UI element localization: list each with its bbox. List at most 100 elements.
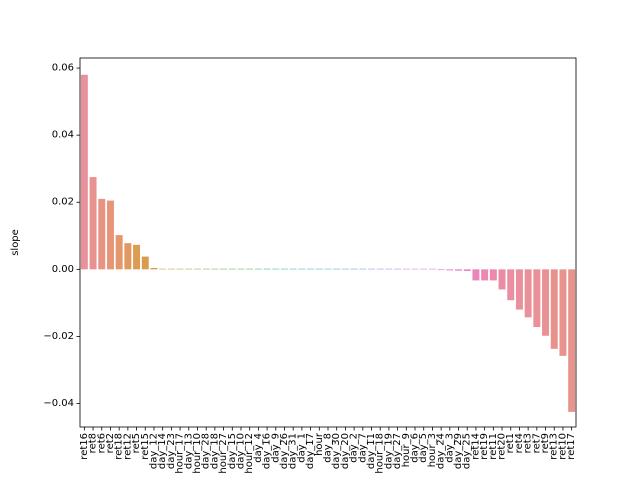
- x-tick-label: day_3: [444, 433, 455, 463]
- x-tick-label: ret19: [479, 433, 490, 460]
- bar-day_25: [463, 269, 471, 272]
- x-tick-label: hour_17: [175, 433, 186, 474]
- x-tick-label: hour_10: [192, 433, 203, 474]
- bar-day_9: [272, 268, 280, 270]
- bar-day_12: [150, 267, 158, 270]
- x-tick-label: day_28: [201, 433, 212, 469]
- bar-day_20: [341, 268, 349, 270]
- x-tick-label: day_13: [183, 433, 194, 469]
- bar-day_29: [455, 269, 463, 271]
- x-tick-label: day_1: [296, 433, 307, 463]
- x-tick-label: day_24: [436, 433, 447, 469]
- bar-day_24: [437, 269, 445, 271]
- bar-hour_10: [193, 268, 201, 270]
- bar-hour: [315, 268, 323, 270]
- bar-hour_18: [376, 268, 384, 270]
- y-axis: −0.04 −0.02 0.00 0.02 0.04 0.06: [43, 63, 80, 409]
- bar-ret5: [133, 244, 141, 270]
- bar-day_14: [159, 268, 167, 270]
- bar-ret16: [80, 74, 88, 270]
- x-tick-label: ret18: [114, 433, 125, 460]
- x-tick-label: ret12: [122, 433, 133, 460]
- bar-ret18: [115, 235, 123, 270]
- x-tick-label: ret2: [105, 433, 116, 453]
- x-tick-label: hour_9: [401, 433, 412, 467]
- y-tick-label: 0.06: [52, 63, 74, 74]
- x-tick-label: day_25: [462, 433, 473, 469]
- bar-day_3: [446, 269, 454, 271]
- x-tick-label: ret15: [140, 433, 151, 460]
- x-tick-label: day_31: [288, 433, 299, 469]
- bar-ret7: [533, 269, 541, 328]
- bars-group: [80, 74, 576, 412]
- bar-day_15: [228, 268, 236, 270]
- x-tick-label: hour_18: [375, 433, 386, 474]
- bar-day_19: [385, 268, 393, 270]
- plot-frame: [79, 57, 577, 428]
- bar-day_8: [324, 268, 332, 270]
- x-tick-label: day_30: [331, 433, 342, 469]
- x-tick-label: ret1: [505, 433, 516, 453]
- y-tick-label: −0.04: [43, 398, 74, 409]
- bar-ret6: [98, 198, 106, 270]
- bar-ret12: [124, 243, 132, 270]
- bar-day_11: [368, 268, 375, 270]
- x-tick-label: day_14: [157, 433, 168, 469]
- bar-ret4: [515, 269, 523, 310]
- bar-day_1: [298, 268, 306, 270]
- bar-ret19: [481, 269, 489, 281]
- x-tick-label: ret4: [514, 433, 525, 453]
- bar-day_27: [394, 268, 402, 270]
- y-axis-label: slope: [10, 229, 21, 256]
- x-tick-label: hour_27: [218, 433, 229, 474]
- bar-day_18: [211, 268, 219, 270]
- bar-day_5: [420, 268, 428, 270]
- bar-ret13: [550, 269, 558, 349]
- x-tick-label: ret7: [531, 433, 542, 453]
- x-tick-label: day_29: [453, 433, 464, 469]
- bar-ret11: [489, 269, 497, 281]
- x-tick-label: ret10: [557, 433, 568, 460]
- bar-day_6: [411, 268, 419, 270]
- x-tick-label: day_6: [410, 433, 421, 463]
- bar-hour_9: [402, 268, 410, 270]
- bar-ret1: [507, 269, 515, 301]
- x-tick-label: day_5: [418, 433, 429, 463]
- bar-day_10: [237, 268, 245, 270]
- x-tick-label: day_4: [253, 433, 264, 463]
- bar-ret10: [559, 269, 567, 356]
- bar-hour_27: [220, 268, 228, 270]
- x-tick-label: day_19: [383, 433, 394, 469]
- x-tick-label: day_23: [166, 433, 177, 469]
- bar-day_17: [307, 268, 315, 270]
- x-tick-label: day_10: [235, 433, 246, 469]
- bar-day_26: [281, 268, 288, 270]
- y-tick-label: 0.04: [52, 130, 74, 141]
- x-tick-label: day_15: [227, 433, 238, 469]
- bar-ret14: [472, 269, 480, 281]
- x-tick-label: day_9: [270, 433, 281, 463]
- bar-day_30: [333, 268, 341, 270]
- bar-day_7: [359, 268, 367, 270]
- x-tick-label: day_20: [340, 433, 351, 469]
- bar-ret15: [141, 256, 149, 270]
- bar-day_13: [185, 268, 193, 270]
- bar-ret2: [106, 200, 114, 270]
- x-tick-label: ret9: [540, 433, 551, 453]
- x-tick-label: day_12: [148, 433, 159, 469]
- bar-day_4: [254, 268, 262, 270]
- bar-ret3: [524, 269, 532, 318]
- x-tick-label: day_8: [323, 433, 334, 463]
- x-tick-label: ret8: [88, 433, 99, 453]
- x-tick-label: ret13: [549, 433, 560, 460]
- x-tick-label: ret3: [523, 433, 534, 453]
- x-tick-label: day_18: [209, 433, 220, 469]
- x-tick-label: hour_3: [427, 433, 438, 467]
- y-tick-label: 0.02: [52, 197, 74, 208]
- bar-hour_17: [176, 268, 184, 270]
- bar-ret8: [89, 177, 97, 270]
- x-tick-label: ret11: [488, 433, 499, 460]
- bar-ret17: [568, 269, 576, 412]
- bar-hour_3: [428, 268, 436, 270]
